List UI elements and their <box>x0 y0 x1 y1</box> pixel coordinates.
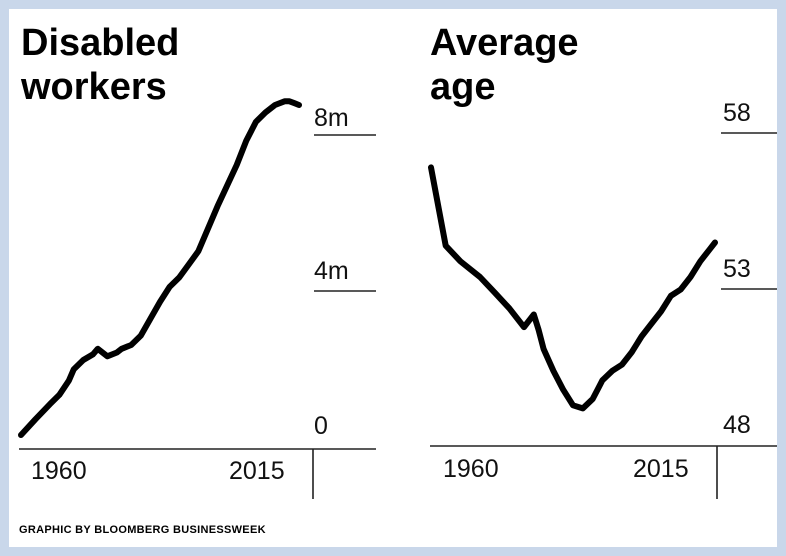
chart-card: Disabled workers Average age 8m 4m 0 196… <box>9 9 777 547</box>
disabled-workers-plot: 8m 4m 0 1960 2015 <box>18 98 376 499</box>
y-tick-label-58: 58 <box>723 99 751 127</box>
average-age-plot: 58 53 48 1960 2015 <box>428 99 777 499</box>
chart-title-average-age: Average age <box>430 22 579 108</box>
y-tick-label-0: 0 <box>314 412 328 440</box>
chart-title-disabled-workers: Disabled workers <box>21 22 180 108</box>
y-tick-label-48: 48 <box>723 411 751 439</box>
series-line-disabled-workers <box>18 98 302 438</box>
series-line-average-age <box>428 164 718 412</box>
y-tick-label-4m: 4m <box>314 257 349 285</box>
y-tick-label-8m: 8m <box>314 104 349 132</box>
credit-line: GRAPHIC BY BLOOMBERG BUSINESSWEEK <box>19 524 266 536</box>
x-tick-label-2015: 2015 <box>229 457 285 485</box>
charts-canvas: 8m 4m 0 1960 2015 58 53 48 1960 2015 <box>18 98 777 499</box>
y-tick-label-53: 53 <box>723 255 751 283</box>
x-tick-label-2015-age: 2015 <box>633 455 689 483</box>
x-tick-label-1960-age: 1960 <box>443 455 499 483</box>
x-tick-label-1960: 1960 <box>31 457 87 485</box>
